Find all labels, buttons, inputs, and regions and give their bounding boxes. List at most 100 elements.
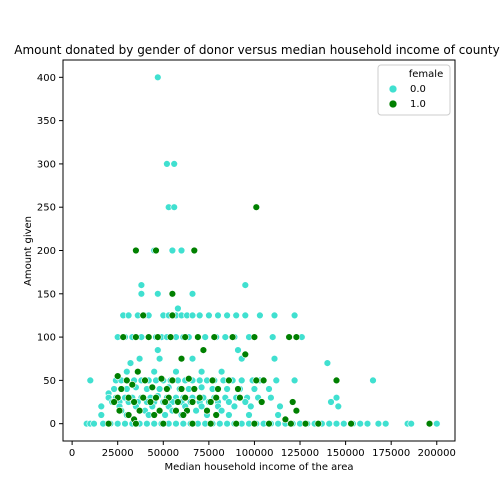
data-point (232, 311, 240, 320)
data-point (225, 398, 233, 406)
data-point (356, 420, 364, 428)
y-axis-label: Amount given (23, 216, 34, 286)
data-point (124, 394, 133, 402)
x-axis: 0 25000 50000 75000 100000 125000 150000 175000… (69, 441, 456, 459)
data-point (170, 203, 178, 211)
data-point (212, 394, 220, 402)
data-point (154, 333, 162, 341)
y-tick-label: 350 (37, 116, 56, 127)
data-point (272, 376, 280, 385)
data-point (148, 383, 157, 391)
y-tick-label: 200 (37, 246, 56, 257)
data-point (241, 311, 250, 320)
data-point (201, 333, 209, 341)
data-point (245, 411, 253, 419)
data-point (137, 290, 146, 298)
data-point (214, 311, 222, 320)
data-point (250, 333, 259, 341)
x-tick-label: 125000 (281, 448, 319, 459)
data-point (135, 355, 144, 363)
data-point (188, 398, 197, 406)
data-point (179, 420, 188, 428)
data-point (340, 420, 348, 428)
data-point (115, 407, 124, 415)
data-point (374, 420, 383, 428)
data-point (194, 333, 202, 341)
data-point (216, 420, 224, 428)
data-point (110, 398, 118, 406)
data-point (290, 311, 299, 320)
data-point (188, 311, 197, 320)
data-point (143, 420, 151, 428)
data-point (208, 376, 217, 385)
data-point (170, 160, 178, 168)
data-point (217, 407, 226, 415)
data-point (124, 411, 133, 419)
data-point (154, 73, 162, 82)
data-point (221, 333, 230, 341)
data-point (139, 311, 147, 320)
data-point (121, 420, 129, 428)
data-point (287, 420, 295, 428)
data-point (196, 376, 204, 385)
data-point (128, 381, 137, 389)
data-point (332, 394, 341, 402)
points-layer (82, 73, 441, 428)
data-point (97, 411, 106, 419)
data-point (196, 394, 204, 402)
data-point (134, 368, 142, 376)
y-axis: 0 50 100 150 200 250 300 350 400 (37, 73, 63, 430)
data-point (177, 355, 186, 363)
data-point (323, 359, 332, 367)
x-tick-label: 50000 (147, 448, 179, 459)
data-point (205, 311, 213, 320)
data-point (197, 402, 206, 411)
data-point (188, 420, 197, 428)
x-tick-label: 150000 (327, 448, 365, 459)
data-point (155, 407, 164, 415)
legend: female 0.0 1.0 (377, 64, 451, 116)
data-point (212, 411, 220, 419)
data-point (433, 420, 441, 428)
data-point (152, 394, 160, 402)
data-point (135, 407, 144, 415)
data-point (119, 333, 127, 341)
data-point (252, 203, 260, 211)
data-point (188, 355, 197, 363)
data-point (168, 311, 177, 320)
data-point (123, 368, 131, 376)
x-tick-label: 0 (69, 448, 75, 459)
y-tick-label: 0 (50, 419, 56, 430)
data-point (252, 376, 260, 385)
legend-label-1.0: 1.0 (410, 99, 426, 110)
data-point (281, 415, 290, 424)
data-point (177, 385, 186, 393)
data-point (241, 281, 250, 289)
data-point (117, 385, 126, 393)
data-point (174, 398, 182, 406)
data-point (137, 281, 146, 289)
y-tick-label: 150 (37, 289, 56, 300)
data-point (292, 333, 301, 341)
data-point (190, 246, 199, 255)
data-point (126, 359, 135, 367)
data-point (113, 372, 122, 380)
data-point (155, 355, 164, 363)
data-point (179, 411, 188, 419)
data-point (285, 333, 293, 341)
data-point (217, 368, 226, 376)
data-point (250, 385, 259, 393)
data-point (314, 420, 322, 428)
data-point (234, 346, 242, 354)
data-point (177, 246, 186, 255)
data-point (174, 304, 182, 313)
data-point (181, 394, 189, 402)
data-point (123, 376, 131, 385)
data-point (301, 420, 310, 428)
data-point (139, 394, 147, 402)
data-point (225, 376, 233, 385)
data-point (146, 398, 155, 406)
data-point (382, 420, 390, 428)
data-point (234, 385, 242, 393)
data-point (267, 394, 275, 402)
